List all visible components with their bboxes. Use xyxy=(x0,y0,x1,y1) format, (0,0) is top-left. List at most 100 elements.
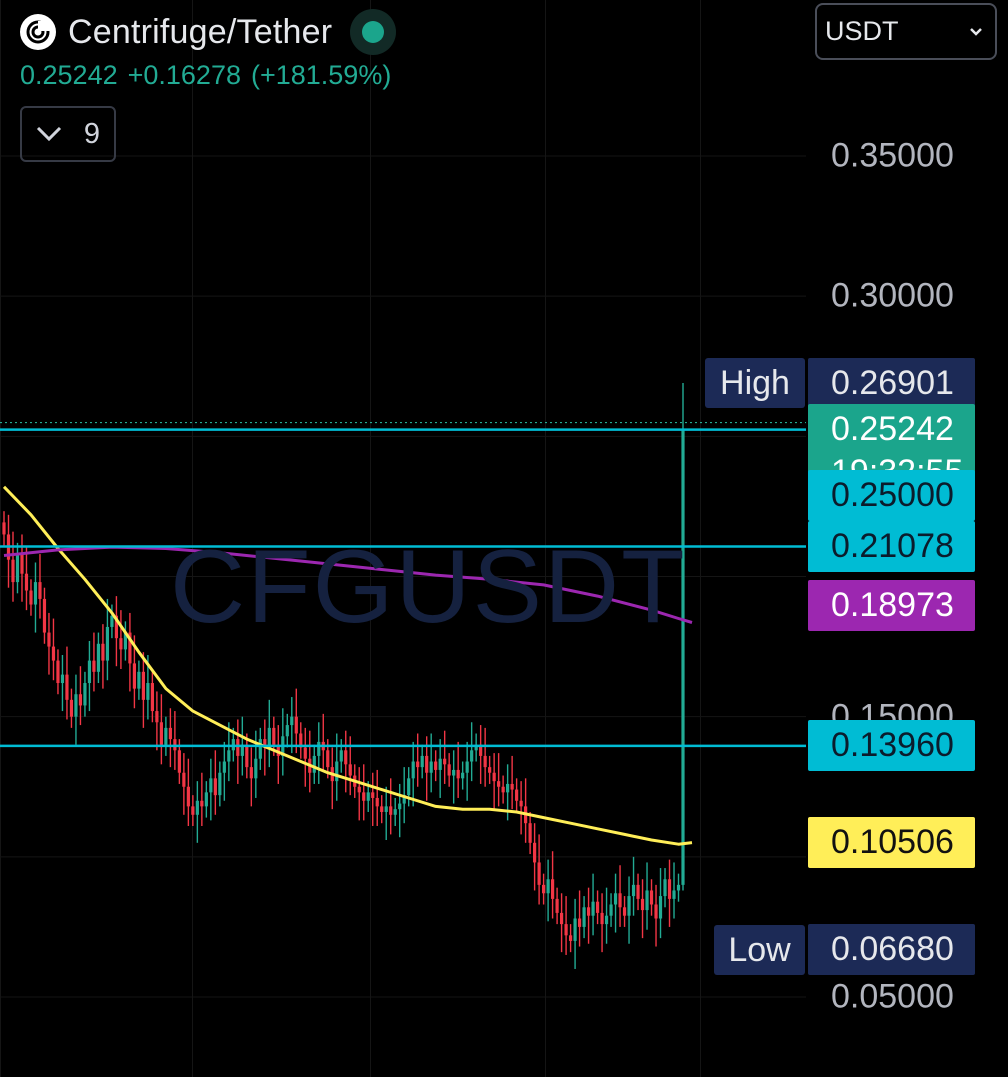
candle-body xyxy=(335,761,339,782)
candle-body xyxy=(344,750,348,765)
price-change-percent: (+181.59%) xyxy=(250,60,392,90)
price-label-value: 0.18973 xyxy=(831,585,954,624)
candle-body xyxy=(186,786,190,807)
candle-body xyxy=(137,671,141,689)
currency-select[interactable]: USDT xyxy=(815,3,997,60)
price-summary: 0.25242 +0.16278 (+181.59%) xyxy=(20,60,401,91)
candle-body xyxy=(622,907,627,916)
chevron-down-icon xyxy=(970,27,982,36)
low-price-label: 0.06680 xyxy=(808,924,975,976)
candle-body xyxy=(420,755,424,768)
candle-body xyxy=(38,582,42,599)
candle-body xyxy=(146,683,150,700)
candle-body xyxy=(2,522,6,535)
candle-body xyxy=(272,727,276,745)
candle-body xyxy=(74,694,78,717)
candle-body xyxy=(479,744,483,756)
candle-body xyxy=(649,890,654,905)
candle-body xyxy=(573,918,577,941)
candle-body xyxy=(559,912,564,925)
candle-body xyxy=(474,744,478,751)
candle-body xyxy=(47,632,51,647)
candle-body xyxy=(667,879,672,899)
candle-body xyxy=(227,750,231,762)
candle-body xyxy=(29,590,33,605)
candle-body xyxy=(488,767,492,773)
candle-body xyxy=(380,806,384,812)
candle-body xyxy=(209,778,213,793)
candle-body xyxy=(141,671,145,700)
high-marker-label: High xyxy=(705,358,805,409)
candle-body xyxy=(672,890,676,899)
candle-body xyxy=(443,758,447,765)
candle-body xyxy=(96,643,101,672)
candle-body xyxy=(200,800,204,807)
price-label-value: 0.26901 xyxy=(831,363,954,402)
candle-body xyxy=(550,879,555,899)
candle-body xyxy=(398,803,402,810)
level-price-label: 0.25000 xyxy=(808,469,975,521)
candle-body xyxy=(357,786,361,793)
chevron-down-icon xyxy=(36,126,61,142)
candle-body xyxy=(582,907,586,927)
market-open-dot-icon xyxy=(362,21,385,43)
candle-body xyxy=(348,764,352,776)
candle-body xyxy=(411,761,415,779)
candle-body xyxy=(285,725,289,737)
candle-body xyxy=(182,772,186,787)
candle-body xyxy=(654,904,658,919)
y-axis-tick-label: 0.30000 xyxy=(831,276,954,315)
candle-body xyxy=(366,792,370,801)
candle-body xyxy=(326,750,330,768)
ma_fast-price-label: 0.10506 xyxy=(808,817,975,869)
candle-body xyxy=(249,767,253,779)
candle-body xyxy=(533,842,537,863)
candle-body xyxy=(56,660,60,684)
candle-body xyxy=(407,778,411,796)
candle-body xyxy=(384,806,388,812)
price-label-value: 0.10506 xyxy=(831,823,954,862)
candle-body xyxy=(78,694,83,706)
candle-body xyxy=(636,884,640,899)
candle-body xyxy=(434,761,438,770)
level-price-label: 0.13960 xyxy=(808,720,975,772)
candle-body xyxy=(492,772,496,782)
candle-body xyxy=(24,573,29,591)
candle-body xyxy=(568,935,573,941)
candle-body xyxy=(92,660,96,672)
candle-body xyxy=(519,800,523,807)
candle-body xyxy=(595,901,600,913)
indicators-toggle-button[interactable]: 9 xyxy=(20,106,116,162)
candle-body xyxy=(658,896,663,919)
candle-body xyxy=(245,744,249,768)
candle-body xyxy=(258,739,262,759)
candle-body xyxy=(312,755,316,773)
candle-body xyxy=(613,893,618,905)
price-label-value: 0.21078 xyxy=(831,527,954,565)
candle-body xyxy=(537,862,541,885)
chart-header: Centrifuge/Tether 0.25242 +0.16278 (+181.5… xyxy=(20,9,401,91)
candle-body xyxy=(119,638,123,650)
market-status xyxy=(350,9,397,55)
moving-average-fast-line xyxy=(2,485,693,846)
price-label-value: 0.25242 xyxy=(831,410,954,449)
candle-body xyxy=(83,683,87,706)
candle-body xyxy=(425,755,429,773)
candle-body xyxy=(236,739,240,756)
candle-body xyxy=(204,792,208,807)
candle-body xyxy=(663,879,667,897)
candle-body xyxy=(564,924,568,936)
candle-body xyxy=(375,797,379,807)
candle-body xyxy=(461,772,465,779)
candle-body xyxy=(362,792,366,801)
currency-selected-value: USDT xyxy=(825,16,899,46)
candle-body xyxy=(267,727,271,748)
candle-body xyxy=(339,750,343,762)
candle-body xyxy=(11,559,15,583)
candle-body xyxy=(631,884,636,897)
candle-body xyxy=(591,901,595,916)
candle-body xyxy=(402,795,406,804)
candle-body xyxy=(497,781,501,787)
symbol-title[interactable]: Centrifuge/Tether xyxy=(68,12,333,51)
